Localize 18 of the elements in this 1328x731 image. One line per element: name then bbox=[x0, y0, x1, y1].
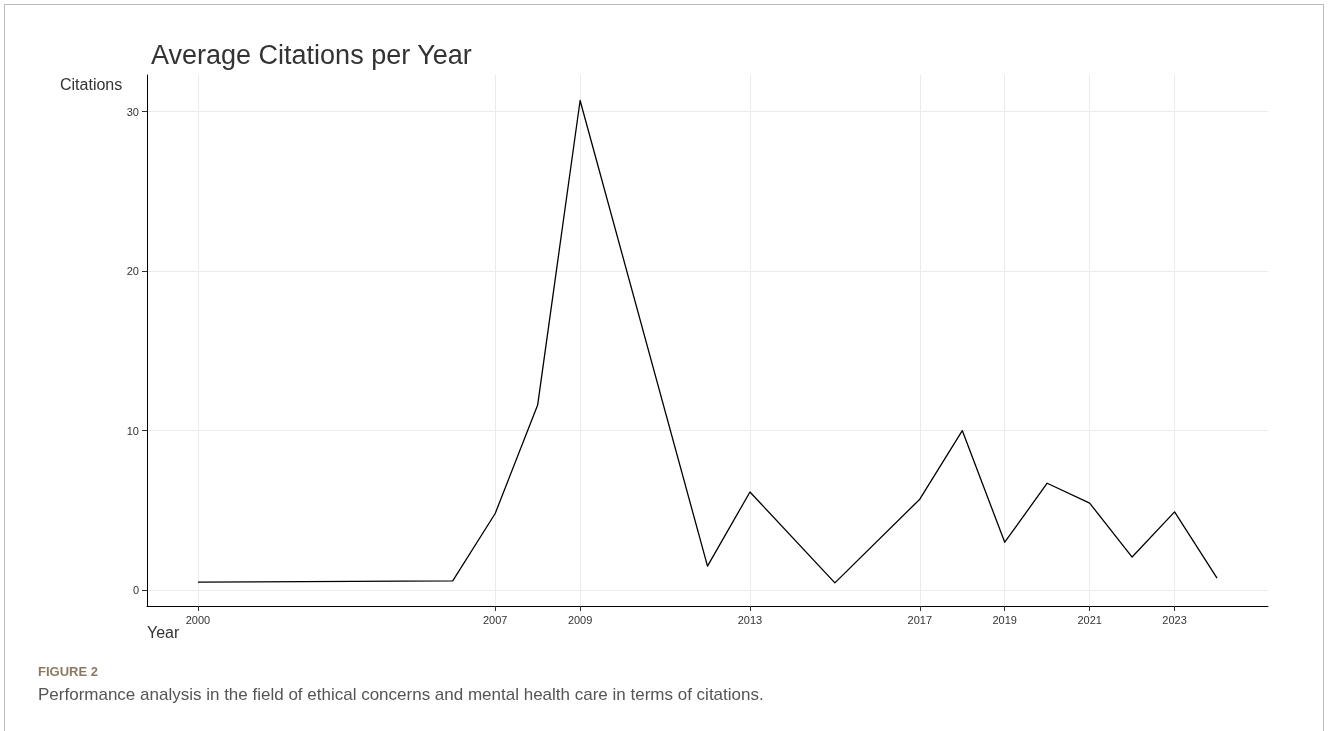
x-tick-label: 2000 bbox=[185, 613, 211, 626]
caption: FIGURE 2 bbox=[38, 664, 98, 679]
x-axis-title: Year bbox=[147, 623, 180, 641]
y-tick-label: 20 bbox=[126, 265, 139, 278]
chart-title: Average Citations per Year bbox=[151, 39, 472, 70]
y-axis-title: Citations bbox=[60, 75, 123, 93]
y-tick-label: 0 bbox=[132, 584, 139, 597]
text: Performance analysis in the field of ethical concerns and mental health care in terms of citations. bbox=[38, 685, 764, 705]
x-tick-label: 2023 bbox=[1162, 613, 1187, 626]
x-tick-label: 2019 bbox=[992, 613, 1017, 626]
x-tick-label: 2009 bbox=[567, 613, 593, 626]
x-tick-label: 2013 bbox=[737, 613, 763, 626]
x-tick-label: 2017 bbox=[907, 613, 933, 626]
x-tick-label: 2007 bbox=[482, 613, 508, 626]
line-series bbox=[197, 99, 1218, 584]
x-tick-label: 2021 bbox=[1077, 613, 1102, 626]
y-tick-label: 30 bbox=[126, 105, 139, 118]
y-tick-label: 10 bbox=[126, 424, 139, 437]
